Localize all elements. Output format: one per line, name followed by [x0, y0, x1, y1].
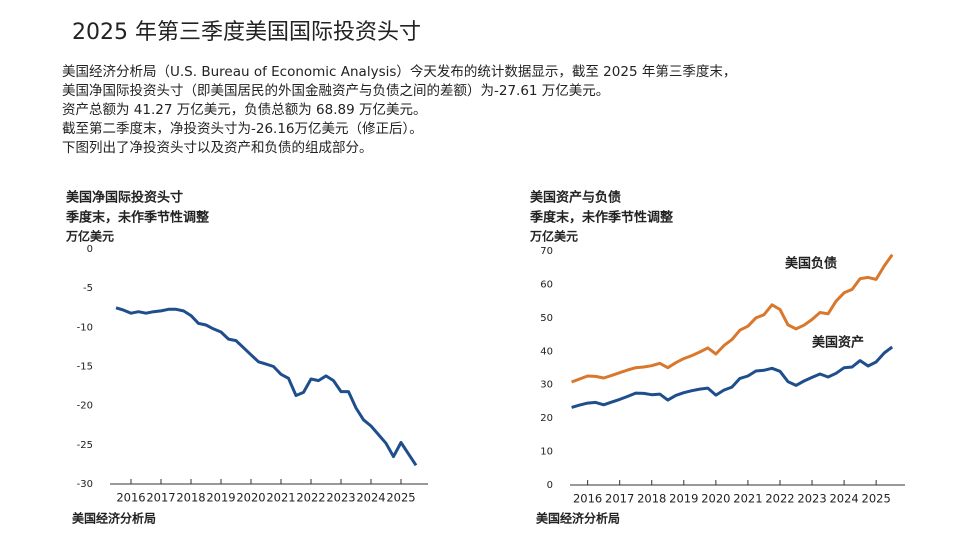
source: 美国经济分析局 — [536, 511, 620, 526]
x-tick-label: 2018 — [637, 492, 666, 506]
paragraph-line: 美国净国际投资头寸（即美国居民的外国金融资产与负债之间的差额）为-27.61 万… — [62, 83, 609, 99]
y-tick-label: 0 — [87, 244, 93, 255]
y-axis-label: 万亿美元 — [529, 229, 578, 244]
line-series — [115, 306, 418, 467]
line-series — [571, 253, 894, 384]
series-label: 美国负债 — [785, 256, 837, 272]
y-tick-label: 60 — [540, 279, 553, 290]
line-series — [571, 345, 894, 409]
paragraph-line: 资产总额为 41.27 万亿美元，负债总额为 68.89 万亿美元。 — [62, 102, 426, 118]
x-tick-label: 2016 — [573, 492, 602, 506]
y-tick-label: 20 — [540, 413, 553, 424]
x-tick-label: 2025 — [386, 491, 415, 505]
paragraph-line: 美国经济分析局（U.S. Bureau of Economic Analysis… — [62, 63, 736, 80]
x-tick-label: 2024 — [356, 491, 385, 505]
chart-title: 美国净国际投资头寸 — [66, 190, 183, 206]
chart-subtitle: 季度末，未作季节性调整 — [529, 210, 674, 226]
x-tick-label: 2023 — [797, 492, 826, 506]
y-tick-label: 10 — [540, 447, 553, 458]
source: 美国经济分析局 — [72, 511, 156, 526]
y-tick-label: -30 — [77, 479, 93, 490]
y-tick-label: -20 — [77, 401, 93, 412]
x-tick-label: 2018 — [176, 491, 205, 505]
chart-subtitle: 季度末，未作季节性调整 — [65, 210, 210, 226]
x-tick-label: 2021 — [266, 491, 295, 505]
y-tick-label: -10 — [77, 322, 93, 333]
x-tick-label: 2019 — [206, 491, 235, 505]
y-tick-label: -15 — [77, 362, 93, 373]
x-tick-label: 2019 — [669, 492, 698, 506]
x-tick-label: 2020 — [701, 492, 730, 506]
y-axis-label: 万亿美元 — [65, 229, 114, 244]
x-tick-label: 2016 — [116, 491, 145, 505]
y-tick-label: 30 — [540, 380, 553, 391]
y-tick-label: -5 — [83, 283, 93, 294]
y-tick-label: 50 — [540, 313, 553, 324]
chart-title: 美国资产与负债 — [530, 190, 621, 206]
x-tick-label: 2022 — [296, 491, 325, 505]
page-title: 2025 年第三季度美国国际投资头寸 — [72, 20, 421, 45]
x-tick-label: 2023 — [326, 491, 355, 505]
paragraph-line: 下图列出了净投资头寸以及资产和负债的组成部分。 — [62, 140, 373, 156]
paragraph-line: 截至第二季度末，净投资头寸为-26.16万亿美元（修正后）。 — [62, 120, 423, 137]
y-tick-label: -25 — [77, 440, 93, 451]
y-tick-label: 0 — [547, 480, 553, 491]
x-tick-label: 2024 — [829, 492, 858, 506]
y-tick-label: 40 — [540, 346, 553, 357]
x-tick-label: 2021 — [733, 492, 762, 506]
series-label: 美国资产 — [812, 335, 864, 351]
x-tick-label: 2022 — [765, 492, 794, 506]
x-tick-label: 2020 — [236, 491, 265, 505]
x-tick-label: 2025 — [862, 492, 891, 506]
x-tick-label: 2017 — [146, 491, 175, 505]
x-tick-label: 2017 — [605, 492, 634, 506]
y-tick-label: 70 — [540, 246, 553, 257]
